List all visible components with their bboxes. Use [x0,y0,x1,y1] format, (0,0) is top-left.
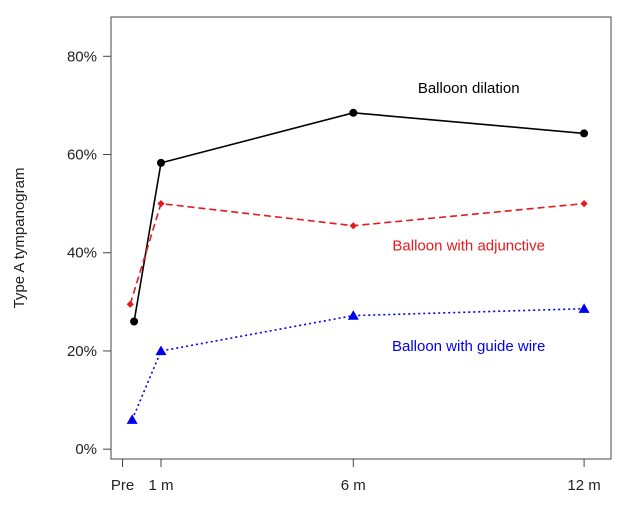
y-axis: 0% 20% 40% 60% 80% [67,48,111,458]
data-point [155,345,167,356]
data-point [349,108,358,117]
data-point [157,200,165,208]
series-diamond [126,200,588,308]
y-axis-label: Type A tympanogram [11,168,28,309]
series-line [129,202,585,305]
series-label: Balloon with adjunctive [392,237,545,254]
series-label: Balloon dilation [418,80,520,97]
data-point [157,158,165,167]
y-tick-label: 60% [67,147,97,164]
series-labels: Balloon dilation Balloon with adjunctive B… [392,80,545,355]
data-point [349,222,357,230]
data-point [347,310,359,320]
series-layer [126,108,590,424]
y-tick-label: 0% [75,441,97,458]
x-tick-label: 1 m [148,477,173,494]
data-point [580,129,589,138]
data-point [580,200,588,208]
y-tick-label: 20% [67,343,97,360]
data-point [130,317,139,326]
x-tick-label: 12 m [567,477,600,494]
series-line [133,111,585,322]
x-tick-label: Pre [111,477,134,494]
series-circle [130,108,589,326]
data-point [126,300,134,308]
data-point [578,303,590,313]
series-label: Balloon with guide wire [392,338,545,355]
series-triangle [126,303,590,424]
y-tick-label: 80% [67,48,97,65]
series-line [131,307,585,421]
x-tick-label: 6 m [341,477,366,494]
plot-frame [110,16,612,460]
data-point [126,414,138,424]
x-axis: Pre 1 m 6 m 12 m [111,459,601,494]
y-tick-label: 40% [67,245,97,262]
